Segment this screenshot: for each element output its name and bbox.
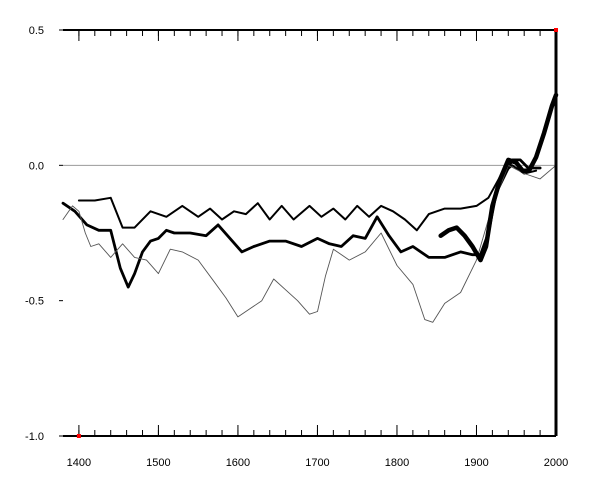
x-tick-label: 1900	[464, 457, 488, 469]
series-line-thin	[62, 164, 557, 323]
series-group	[61, 92, 559, 323]
corner-marker-bottom	[76, 434, 81, 438]
y-tick-label: -0.5	[25, 296, 44, 308]
x-tick-label: 1700	[305, 457, 329, 469]
y-tick-label: 0.0	[29, 160, 44, 172]
tick-labels: 0.5 0.0 -0.5 -1.0 1400 1500 1600 1700 1800 1900 20…	[25, 25, 568, 469]
y-tick-label: -1.0	[25, 431, 44, 443]
x-tick-label: 1600	[226, 457, 250, 469]
x-tick-label: 1400	[67, 457, 91, 469]
series-line-extra-heavy	[438, 92, 559, 263]
series-line-medium-upper	[77, 164, 538, 232]
x-tick-label: 2000	[544, 457, 568, 469]
x-tick-label: 1500	[146, 457, 170, 469]
x-tick-label: 1800	[385, 457, 409, 469]
y-tick-label: 0.5	[29, 25, 44, 37]
corner-marker-top	[554, 28, 558, 32]
axes-group	[63, 28, 558, 438]
